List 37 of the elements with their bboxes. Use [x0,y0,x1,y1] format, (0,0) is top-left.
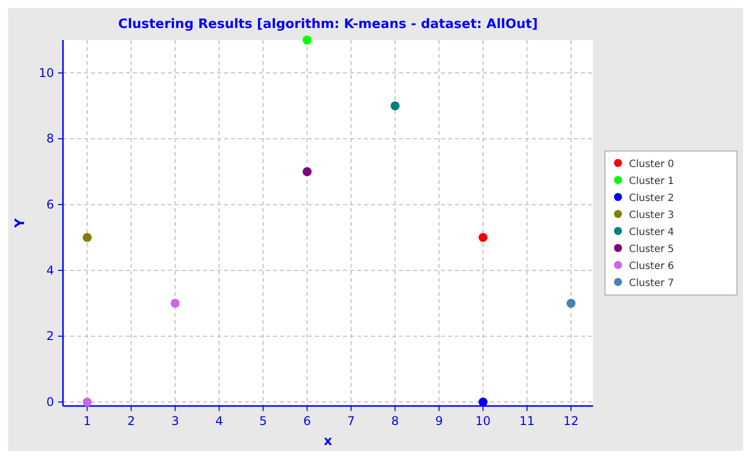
point [390,101,400,110]
chart-title: Clustering Results [algorithm: K-means - dataset: AllOut] [118,17,538,32]
legend-label: Cluster 4 [629,227,674,238]
x-tick-label: 7 [347,414,355,428]
x-tick-label: 8 [391,414,399,428]
x-tick-label: 1 [83,414,92,428]
x-tick-label: 4 [215,414,223,428]
y-tick-label: 8 [46,132,54,146]
point [302,35,312,45]
y-tick-label: 0 [46,395,54,410]
legend-label: Cluster 5 [629,244,674,255]
point [170,298,180,308]
y-tick-label: 10 [38,66,54,80]
x-tick-label: 9 [435,414,443,428]
legend-label: Cluster 2 [629,193,674,204]
point [82,398,92,407]
x-tick-label: 2 [127,414,135,428]
point [82,232,92,242]
legend-label: Cluster 6 [629,261,674,272]
y-tick-label: 4 [46,263,54,278]
x-tick-label: 6 [303,414,311,428]
x-axis-title: x [324,434,333,449]
point [566,298,576,308]
legend-label: Cluster 0 [629,159,674,170]
x-tick-label: 3 [171,414,179,428]
y-axis-title: Y [13,218,28,229]
legend-label: Cluster 7 [629,278,674,289]
x-tick-label: 11 [519,414,535,428]
x-tick-label: 12 [563,414,579,428]
y-tick-label: 2 [46,329,54,344]
x-tick-label: 10 [475,414,491,428]
legend-label: Cluster 1 [629,176,674,187]
x-tick-label: 5 [259,414,267,428]
point [478,232,488,242]
point [302,167,312,176]
legend-label: Cluster 3 [629,210,674,221]
y-tick-label: 6 [46,198,54,212]
